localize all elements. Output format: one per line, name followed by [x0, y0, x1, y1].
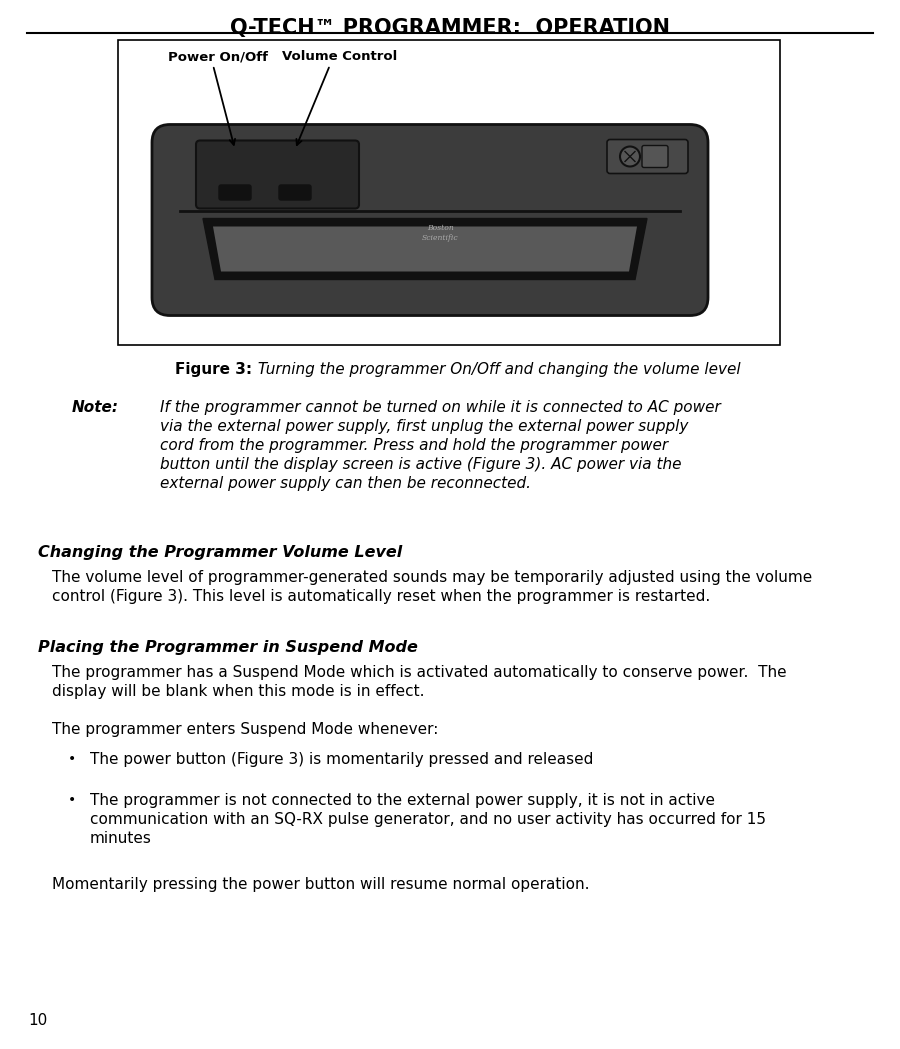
Text: Figure 3:: Figure 3: [175, 362, 252, 377]
Polygon shape [213, 227, 637, 272]
FancyBboxPatch shape [219, 185, 251, 200]
Polygon shape [203, 218, 647, 279]
Text: Note:: Note: [72, 400, 119, 415]
Text: communication with an SQ-RX pulse generator, and no user activity has occurred f: communication with an SQ-RX pulse genera… [90, 812, 766, 827]
Text: Placing the Programmer in Suspend Mode: Placing the Programmer in Suspend Mode [38, 640, 418, 655]
Text: •: • [68, 793, 76, 807]
FancyBboxPatch shape [642, 146, 668, 168]
Text: button until the display screen is active (Figure 3). AC power via the: button until the display screen is activ… [160, 457, 681, 472]
Text: external power supply can then be reconnected.: external power supply can then be reconn… [160, 476, 531, 491]
Text: minutes: minutes [90, 831, 152, 845]
Text: The power button (Figure 3) is momentarily pressed and released: The power button (Figure 3) is momentari… [90, 752, 593, 767]
Text: The programmer has a Suspend Mode which is activated automatically to conserve p: The programmer has a Suspend Mode which … [52, 665, 787, 680]
Text: Q-TECH™ PROGRAMMER:  OPERATION: Q-TECH™ PROGRAMMER: OPERATION [230, 18, 670, 38]
Text: Volume Control: Volume Control [283, 50, 398, 63]
FancyBboxPatch shape [607, 140, 688, 173]
FancyBboxPatch shape [196, 141, 359, 209]
Text: Turning the programmer On/Off and changing the volume level: Turning the programmer On/Off and changi… [253, 362, 741, 377]
Text: The volume level of programmer-generated sounds may be temporarily adjusted usin: The volume level of programmer-generated… [52, 570, 812, 585]
Text: The programmer is not connected to the external power supply, it is not in activ: The programmer is not connected to the e… [90, 793, 715, 808]
Bar [118, 40, 780, 345]
Text: The programmer enters Suspend Mode whenever:: The programmer enters Suspend Mode whene… [52, 722, 438, 737]
Text: Power On/Off: Power On/Off [168, 50, 268, 63]
Text: cord from the programmer. Press and hold the programmer power: cord from the programmer. Press and hold… [160, 438, 668, 453]
Text: Boston
Scientific: Boston Scientific [422, 224, 458, 241]
Text: Changing the Programmer Volume Level: Changing the Programmer Volume Level [38, 545, 402, 560]
FancyBboxPatch shape [152, 125, 708, 316]
Text: •: • [68, 752, 76, 766]
Text: control (Figure 3). This level is automatically reset when the programmer is res: control (Figure 3). This level is automa… [52, 588, 710, 604]
FancyBboxPatch shape [279, 185, 311, 200]
Text: 10: 10 [28, 1013, 47, 1028]
Circle shape [620, 147, 640, 167]
Text: Momentarily pressing the power button will resume normal operation.: Momentarily pressing the power button wi… [52, 877, 590, 892]
Text: If the programmer cannot be turned on while it is connected to AC power: If the programmer cannot be turned on wh… [160, 400, 721, 415]
Text: display will be blank when this mode is in effect.: display will be blank when this mode is … [52, 684, 425, 699]
Text: via the external power supply, first unplug the external power supply: via the external power supply, first unp… [160, 419, 688, 434]
